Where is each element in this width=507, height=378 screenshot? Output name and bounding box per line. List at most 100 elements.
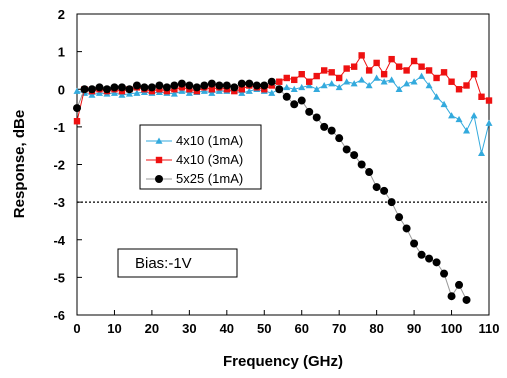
- data-point: [305, 107, 314, 116]
- data-point: [365, 81, 373, 89]
- data-point: [365, 168, 374, 177]
- data-point: [312, 113, 321, 122]
- data-point: [365, 67, 373, 74]
- y-tick-label: -2: [53, 158, 65, 173]
- data-point: [455, 280, 464, 289]
- series-3: [73, 77, 471, 304]
- data-point: [335, 83, 343, 91]
- data-point: [373, 74, 381, 81]
- data-point: [230, 83, 239, 92]
- data-point: [320, 122, 329, 131]
- data-point: [118, 91, 126, 98]
- data-point: [207, 79, 216, 88]
- data-point: [282, 92, 291, 101]
- data-point: [110, 89, 118, 96]
- data-point: [178, 87, 186, 94]
- data-point: [403, 67, 410, 74]
- x-tick-label: 60: [294, 321, 308, 336]
- legend-marker: [155, 156, 163, 164]
- bias-annotation: Bias:-1V: [117, 248, 238, 278]
- x-tick-label: 90: [407, 321, 421, 336]
- legend-label: 5x25 (1mA): [176, 171, 243, 186]
- data-point: [410, 57, 418, 65]
- data-point: [320, 81, 328, 89]
- data-point: [88, 91, 96, 98]
- data-point: [290, 100, 299, 109]
- data-point: [95, 89, 103, 96]
- x-tick-label: 110: [479, 321, 500, 336]
- data-point: [297, 96, 306, 105]
- data-point: [395, 213, 404, 222]
- data-point: [463, 127, 471, 134]
- data-point: [132, 81, 141, 90]
- data-point: [440, 269, 449, 278]
- legend: 4x10 (1mA) 4x10 (3mA) 5x25 (1mA): [139, 124, 262, 190]
- data-point: [485, 119, 493, 126]
- data-point: [417, 250, 426, 259]
- data-point: [73, 118, 81, 125]
- data-point: [73, 104, 81, 113]
- data-point: [276, 78, 283, 85]
- data-point: [342, 145, 351, 154]
- x-tick-label: 0: [73, 321, 80, 336]
- data-point: [410, 78, 418, 85]
- data-point: [380, 186, 389, 195]
- data-point: [245, 79, 254, 88]
- data-point: [147, 83, 156, 92]
- x-axis-title: Frequency (GHz): [223, 353, 343, 370]
- y-tick-label: 0: [58, 82, 65, 97]
- data-point: [425, 254, 434, 263]
- data-point: [290, 85, 298, 93]
- data-point: [358, 52, 365, 59]
- data-point: [222, 81, 231, 90]
- data-series: [73, 52, 493, 304]
- data-point: [380, 78, 388, 85]
- data-point: [478, 149, 486, 157]
- data-point: [177, 79, 186, 88]
- data-point: [350, 63, 358, 70]
- data-point: [433, 74, 440, 82]
- data-point: [155, 81, 164, 90]
- data-point: [455, 86, 463, 93]
- data-point: [470, 71, 478, 78]
- y-tick-label: -3: [53, 195, 65, 210]
- data-point: [328, 69, 335, 76]
- data-point: [447, 292, 456, 301]
- data-point: [358, 76, 366, 83]
- legend-marker: [155, 137, 163, 144]
- y-axis-title: Response, dBe: [11, 110, 28, 218]
- y-tick-label: 1: [58, 45, 65, 60]
- data-point: [403, 80, 411, 87]
- data-point: [313, 85, 321, 93]
- data-point: [162, 83, 171, 92]
- data-point: [125, 90, 133, 97]
- data-point: [388, 55, 395, 63]
- data-point: [328, 80, 336, 87]
- data-point: [140, 83, 149, 92]
- data-point: [448, 112, 456, 119]
- data-point: [275, 85, 284, 94]
- data-point: [463, 82, 470, 89]
- legend-label: 4x10 (3mA): [176, 152, 243, 167]
- legend-marker: [155, 175, 163, 183]
- data-point: [185, 81, 194, 90]
- data-point: [298, 71, 305, 78]
- data-point: [185, 89, 193, 96]
- data-point: [440, 100, 448, 108]
- data-point: [395, 63, 403, 70]
- data-point: [80, 85, 89, 94]
- bias-annotation-text: Bias:-1V: [135, 255, 192, 272]
- x-tick-label: 40: [220, 321, 234, 336]
- x-tick-label: 70: [332, 321, 346, 336]
- data-point: [395, 85, 403, 93]
- data-point: [380, 71, 388, 78]
- data-point: [313, 72, 320, 80]
- data-point: [410, 239, 419, 248]
- data-point: [388, 76, 396, 83]
- data-point: [425, 67, 433, 74]
- data-point: [350, 80, 358, 87]
- legend-label: 4x10 (1mA): [176, 133, 243, 148]
- data-point: [200, 81, 209, 90]
